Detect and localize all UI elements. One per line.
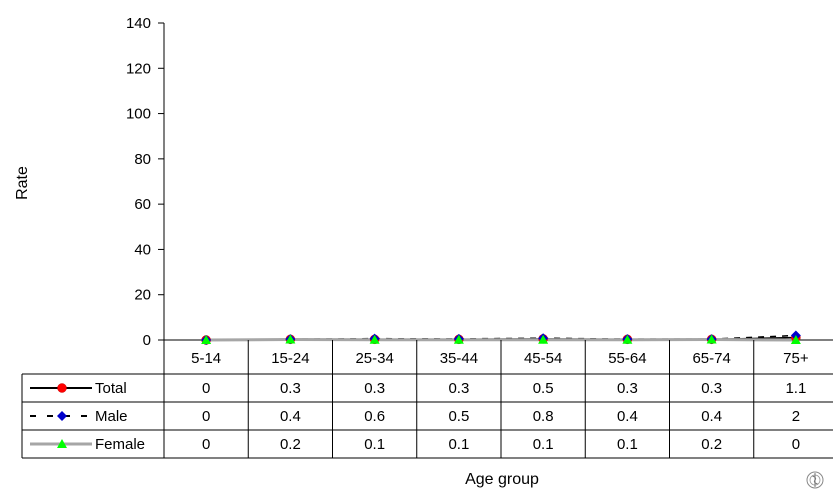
axes: 0 20 40 60 80 100 120 140 (126, 15, 833, 349)
data-label: 0.2 (701, 436, 722, 453)
data-label: 0.3 (364, 380, 385, 397)
data-label: 0.3 (280, 380, 301, 397)
x-tick-label: 5-14 (191, 350, 221, 367)
data-label: 0.1 (617, 436, 638, 453)
x-tick-label: 55-64 (608, 350, 646, 367)
legend-key-marker (57, 411, 67, 421)
data-point (706, 334, 717, 344)
data-label: 0.5 (533, 380, 554, 397)
data-label: 0.5 (448, 408, 469, 425)
data-label: 0.4 (617, 408, 638, 425)
data-label: 0 (202, 436, 210, 453)
x-tick-label: 15-24 (271, 350, 309, 367)
data-label: 0 (202, 408, 210, 425)
data-label: 2 (792, 408, 800, 425)
y-tick-label: 40 (134, 241, 151, 258)
data-label: 0.6 (364, 408, 385, 425)
data-point (538, 334, 549, 344)
y-axis-title: Rate (14, 166, 31, 200)
x-axis-title: Age group (465, 471, 539, 488)
x-tick-label: 45-54 (524, 350, 562, 367)
y-tick-label: 0 (143, 332, 151, 349)
data-table: 5-14 15-24 25-34 35-44 45-54 55-64 65-74 75+ Tot… (21, 340, 833, 459)
y-tick-label: 60 (134, 196, 151, 213)
legend-entry: Female (95, 436, 145, 453)
legend-key-marker (57, 383, 67, 393)
series-lines (206, 334, 796, 342)
data-point (622, 334, 633, 344)
data-label: 0.3 (701, 380, 722, 397)
data-label: 0.1 (448, 436, 469, 453)
y-tick-label: 80 (134, 151, 151, 168)
y-tick-label: 100 (126, 106, 151, 123)
y-tick-label: 140 (126, 15, 151, 32)
data-label: 0.3 (617, 380, 638, 397)
legend-entry: Male (95, 408, 128, 425)
data-label: 0 (792, 436, 800, 453)
data-point (201, 335, 212, 344)
x-tick-label: 75+ (783, 350, 809, 367)
x-tick-label: 35-44 (440, 350, 478, 367)
data-point (453, 334, 464, 344)
data-point (369, 334, 380, 344)
data-label: 0.1 (364, 436, 385, 453)
data-label: 0.3 (448, 380, 469, 397)
data-label: 1.1 (785, 380, 806, 397)
x-tick-label: 25-34 (355, 350, 393, 367)
series-markers (201, 330, 801, 345)
data-point (285, 334, 296, 344)
data-point (790, 335, 801, 344)
data-label: 0 (202, 380, 210, 397)
legend-key-marker (57, 439, 67, 448)
x-tick-label: 65-74 (692, 350, 730, 367)
y-tick-label: 120 (126, 60, 151, 77)
y-tick-label: 20 (134, 287, 151, 304)
data-label: 0.1 (533, 436, 554, 453)
data-label: 0.2 (280, 436, 301, 453)
data-label: 0.4 (701, 408, 722, 425)
data-label: 0.8 (533, 408, 554, 425)
who-emblem-icon (806, 471, 824, 489)
legend-entry: Total (95, 380, 127, 397)
data-label: 0.4 (280, 408, 301, 425)
